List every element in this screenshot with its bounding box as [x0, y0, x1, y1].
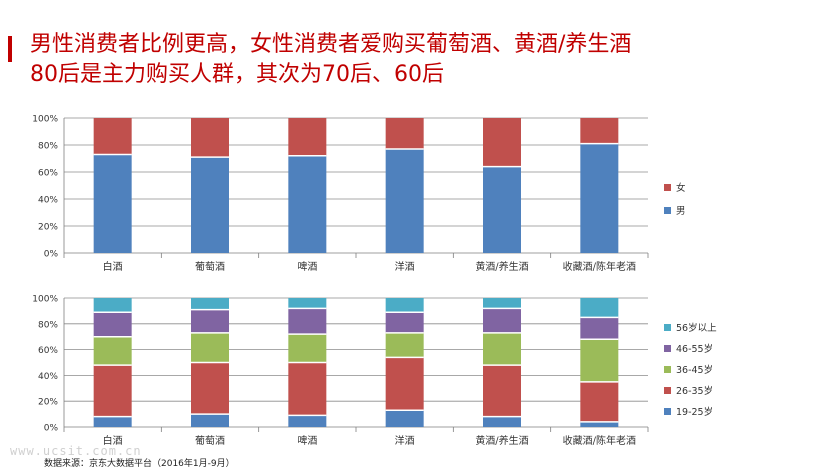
- legend-swatch: [664, 345, 671, 352]
- y-tick-label: 0%: [44, 424, 59, 434]
- age-stacked-bar-chart: 0% 20% 40% 60% 80% 100% 白酒 葡萄酒 啤酒 洋酒 黄酒/养生酒 收藏酒/陈年老…: [32, 295, 717, 448]
- bar-segment: [483, 298, 521, 309]
- bar-segment: [385, 149, 424, 253]
- legend-label: 36-45岁: [676, 364, 713, 376]
- bar-segment: [93, 154, 132, 253]
- bar-segment: [580, 298, 619, 318]
- legend-swatch: [664, 184, 671, 191]
- x-category-label: 黄酒/养生酒: [475, 434, 528, 447]
- legend-swatch: [664, 387, 671, 394]
- y-tick-label: 60%: [38, 169, 58, 179]
- data-source-note: 数据来源：京东大数据平台（2016年1月-9月）: [44, 459, 235, 469]
- bar-segment: [385, 298, 424, 313]
- bar-segment: [580, 381, 619, 422]
- y-tick-label: 60%: [38, 346, 58, 356]
- legend-swatch: [664, 324, 671, 331]
- x-category-label: 白酒: [103, 434, 123, 447]
- legend-label: 56岁以上: [676, 322, 717, 334]
- bar-segment: [288, 308, 327, 335]
- x-category-label: 洋酒: [395, 260, 415, 273]
- watermark: www.ucsit.com.cn: [10, 444, 142, 458]
- y-tick-label: 80%: [38, 142, 58, 152]
- bar-segment: [93, 118, 132, 155]
- legend-swatch: [664, 207, 671, 214]
- bar-segment: [385, 118, 424, 150]
- bar-segment: [288, 155, 327, 253]
- x-category-label: 啤酒: [297, 261, 317, 273]
- bar-segment: [580, 317, 619, 340]
- y-tick-label: 0%: [44, 250, 59, 260]
- x-category-label: 洋酒: [395, 434, 415, 447]
- bar-segment: [385, 312, 424, 333]
- bar-segment: [191, 414, 229, 427]
- bar-segment: [483, 308, 521, 333]
- legend-swatch: [664, 366, 671, 373]
- x-category-label: 收藏酒/陈年老酒: [563, 434, 636, 447]
- x-category-label: 啤酒: [297, 435, 317, 447]
- title-accent-bar: [8, 36, 12, 62]
- bar-segment: [580, 421, 619, 427]
- bar-segment: [385, 357, 424, 411]
- gender-stacked-bar-chart: 0% 20% 40% 60% 80% 100% 白酒 葡萄酒 啤酒 洋酒 黄酒/养生酒 收藏酒/陈年老…: [32, 115, 686, 274]
- bar-segment: [483, 166, 521, 253]
- legend-label: 46-55岁: [676, 343, 713, 355]
- bar-segment: [288, 415, 327, 427]
- bar-segment: [93, 336, 132, 366]
- bar-segment: [288, 334, 327, 363]
- bar-segment: [483, 332, 521, 366]
- legend-label: 26-35岁: [676, 385, 713, 397]
- bar-segment: [191, 298, 229, 310]
- bar-segment: [191, 362, 229, 415]
- bar-segment: [483, 118, 521, 167]
- title-line-2: 80后是主力购买人群，其次为70后、60后: [30, 62, 444, 87]
- y-tick-label: 40%: [38, 196, 58, 206]
- bar-segment: [483, 365, 521, 417]
- y-tick-label: 100%: [32, 295, 58, 305]
- bar-segment: [288, 118, 327, 156]
- x-category-label: 葡萄酒: [195, 260, 225, 273]
- y-tick-label: 20%: [38, 398, 58, 408]
- bar-segment: [385, 332, 424, 358]
- x-category-label: 葡萄酒: [195, 434, 225, 447]
- bar-segment: [191, 309, 229, 333]
- y-tick-label: 40%: [38, 372, 58, 382]
- legend-label: 女: [676, 182, 686, 194]
- y-tick-label: 100%: [32, 115, 58, 125]
- y-tick-label: 80%: [38, 320, 58, 330]
- x-category-label: 黄酒/养生酒: [475, 260, 528, 273]
- bar-segment: [288, 362, 327, 416]
- x-category-label: 收藏酒/陈年老酒: [563, 260, 636, 273]
- page-title: 男性消费者比例更高，女性消费者爱购买葡萄酒、黄酒/养生酒 80后是主力购买人群，…: [30, 30, 830, 90]
- legend-label: 19-25岁: [676, 406, 713, 418]
- bar-segment: [93, 416, 132, 427]
- bar-segment: [580, 143, 619, 253]
- bar-segment: [93, 312, 132, 337]
- bar-segment: [191, 332, 229, 363]
- bar-segment: [580, 339, 619, 382]
- bar-segment: [483, 416, 521, 427]
- bar-segment: [580, 118, 619, 144]
- x-category-label: 白酒: [103, 260, 123, 273]
- legend-label: 男: [676, 206, 686, 217]
- bar-segment: [385, 410, 424, 427]
- y-tick-label: 20%: [38, 223, 58, 233]
- legend-swatch: [664, 408, 671, 415]
- bar-segment: [191, 118, 229, 158]
- bar-segment: [191, 157, 229, 253]
- bar-segment: [93, 298, 132, 313]
- bar-segment: [288, 298, 327, 309]
- title-line-1: 男性消费者比例更高，女性消费者爱购买葡萄酒、黄酒/养生酒: [30, 32, 632, 57]
- bar-segment: [93, 365, 132, 417]
